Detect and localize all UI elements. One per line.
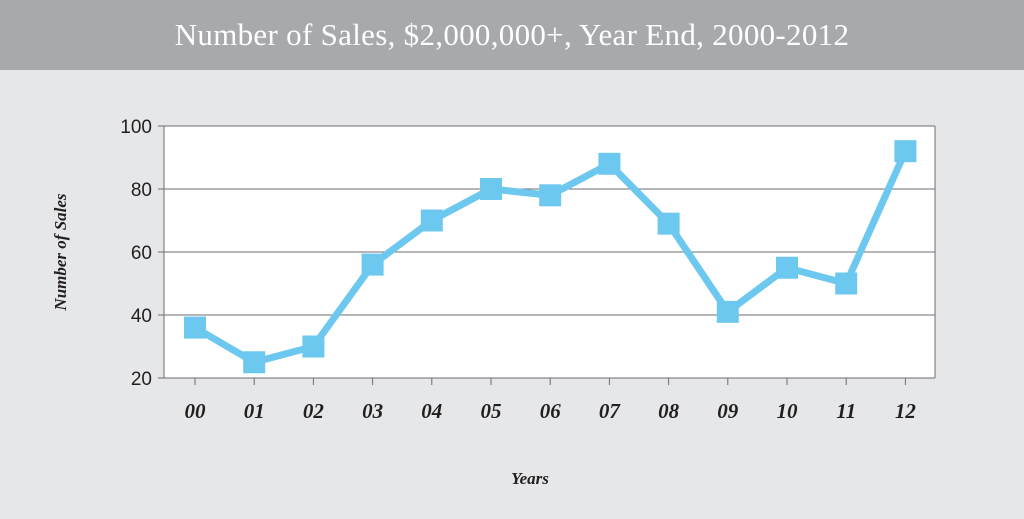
data-point-marker <box>598 152 621 175</box>
data-point-marker <box>243 351 266 374</box>
x-tick-label: 00 <box>185 399 207 423</box>
data-point-marker <box>657 212 680 235</box>
y-axis-label: Number of Sales <box>51 193 70 312</box>
y-tick-label: 60 <box>131 243 152 264</box>
data-point-marker <box>420 209 443 232</box>
data-point-marker <box>716 300 739 323</box>
x-tick-label: 12 <box>895 399 917 423</box>
x-tick-label: 01 <box>244 399 265 423</box>
data-point-marker <box>835 272 858 295</box>
x-tick-label: 10 <box>777 399 799 423</box>
y-tick-label: 40 <box>131 306 152 327</box>
data-point-marker <box>894 140 917 163</box>
x-axis-label: Years <box>511 469 549 488</box>
x-tick-label: 08 <box>658 399 680 423</box>
chart-title: Number of Sales, $2,000,000+, Year End, … <box>174 17 850 52</box>
data-point-marker <box>776 256 798 279</box>
y-tick-label: 80 <box>131 180 152 201</box>
data-point-marker <box>361 253 384 276</box>
x-tick-label: 03 <box>362 399 383 423</box>
x-tick-label: 05 <box>481 399 502 423</box>
data-point-marker <box>302 335 325 358</box>
data-point-marker <box>184 316 206 339</box>
x-tick-label: 06 <box>540 399 562 423</box>
y-tick-label: 20 <box>131 369 152 390</box>
x-tick-label: 07 <box>599 399 622 423</box>
y-tick-label: 100 <box>120 117 152 138</box>
x-tick-label: 11 <box>836 399 856 423</box>
x-tick-label: 09 <box>717 399 739 423</box>
chart-title-bar: Number of Sales, $2,000,000+, Year End, … <box>0 0 1024 70</box>
data-point-marker <box>480 178 502 200</box>
x-tick-label: 04 <box>421 399 442 423</box>
x-tick-label: 02 <box>303 399 325 423</box>
data-point-marker <box>539 184 562 207</box>
